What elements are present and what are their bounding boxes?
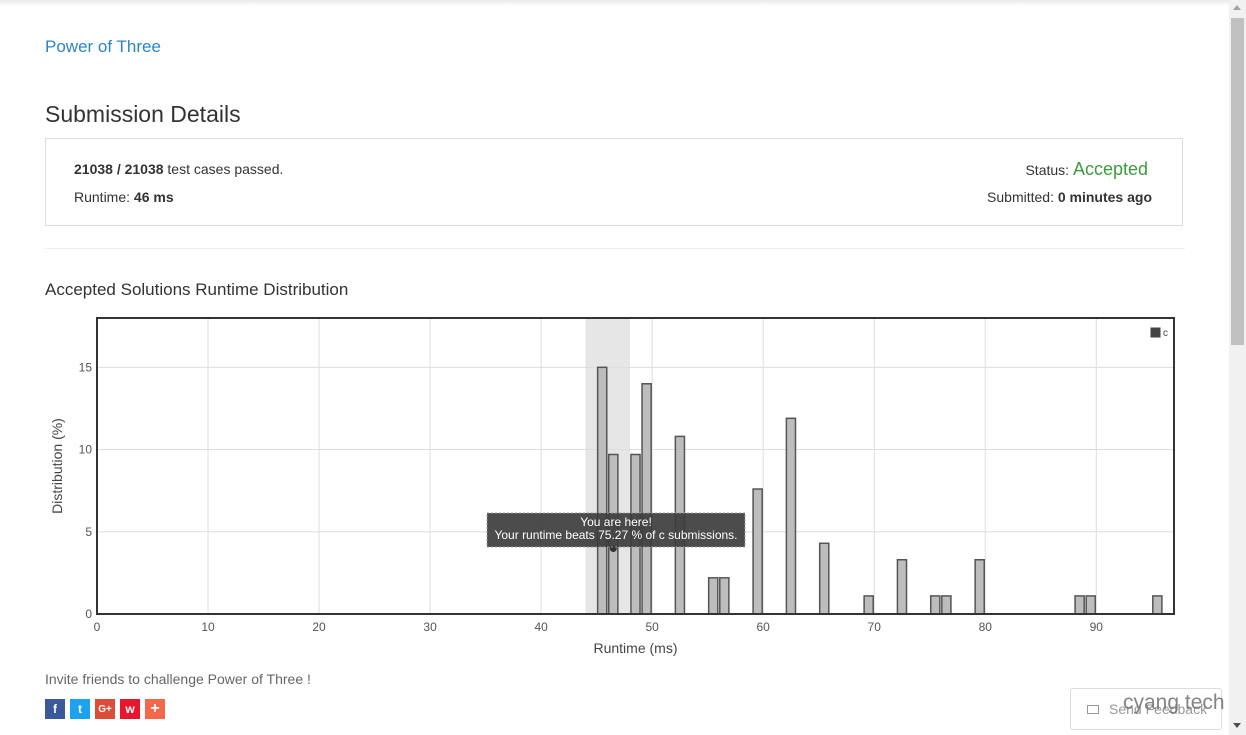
twitter-share-button[interactable]: t [70,699,90,719]
y-tick-label: 15 [79,360,93,374]
status-label: Status: [1025,162,1073,178]
scroll-up-arrow-icon[interactable] [1233,5,1241,10]
runtime-value: 46 ms [133,189,174,205]
bar [974,558,985,615]
x-tick-label: 0 [94,620,101,634]
status-badge: Accepted [1072,159,1148,179]
bar [785,417,797,615]
send-feedback-button[interactable]: Send Feedback [1070,688,1222,730]
divider [45,248,1185,249]
plot-border [96,317,1175,615]
x-tick-label: 90 [1090,620,1104,634]
facebook-share-button[interactable]: f [45,699,65,719]
chart-heading: Accepted Solutions Runtime Distribution [45,280,349,299]
tooltip-line-2: Your runtime beats 75.27 % of c submissi… [494,528,737,542]
vertical-scrollbar[interactable] [1229,0,1246,735]
test-cases-count: 21038 / 21038 [74,161,164,177]
status-row: Status: Accepted [1025,159,1148,180]
y-axis-label: Distribution (%) [49,418,65,514]
send-feedback-label: Send Feedback [1109,701,1208,717]
legend-label: c [1163,328,1168,339]
x-axis-label: Runtime (ms) [593,640,677,656]
x-tick-label: 40 [534,620,548,634]
runtime-row: Runtime: 46 ms [74,189,174,205]
x-tick-label: 50 [645,620,659,634]
y-tick-label: 10 [79,443,93,457]
y-tick-label: 5 [85,525,92,539]
tooltip-line-1: You are here! [580,515,652,529]
scroll-down-arrow-icon[interactable] [1233,723,1241,728]
x-tick-label: 20 [312,620,326,634]
test-cases-row: 21038 / 21038 test cases passed. [74,161,283,177]
bar [707,577,719,615]
bar [863,595,874,615]
legend-swatch [1149,326,1162,339]
tooltip-box [486,512,746,548]
x-tick-label: 80 [979,620,993,634]
bar [941,595,952,615]
x-tick-label: 30 [423,620,437,634]
google-plus-share-button[interactable]: G+ [95,699,115,719]
submitted-label: Submitted: [987,189,1058,205]
bar [752,488,763,615]
x-tick-label: 10 [201,620,215,634]
y-tick-label: 0 [85,607,92,621]
bar [1085,595,1097,615]
bar [1152,595,1163,615]
mail-icon [1087,704,1099,714]
bar [719,577,730,615]
page-title: Submission Details [45,101,241,127]
watermark: cyang tech [1123,691,1225,714]
problem-title-link[interactable]: Power of Three [45,37,161,56]
runtime-label: Runtime: [74,189,134,205]
highlight-band [585,318,630,614]
bar [596,366,608,615]
weibo-share-button[interactable]: w [120,699,140,719]
runtime-distribution-chart: 0 10 20 30 40 50 60 70 80 90 0 5 10 15 Runtime (ms) Dis… [49,317,1175,656]
bar [896,558,908,615]
more-share-button[interactable]: + [145,699,165,719]
x-tick-label: 70 [868,620,882,634]
submitted-row: Submitted: 0 minutes ago [987,189,1152,205]
test-cases-suffix: test cases passed. [163,161,284,177]
bar [818,542,830,615]
invite-text: Invite friends to challenge Power of Thr… [45,671,311,687]
submitted-value: 0 minutes ago [1057,189,1152,205]
x-tick-label: 60 [757,620,771,634]
submission-details-panel: 21038 / 21038 test cases passed. Runtime… [45,138,1183,226]
bar [929,595,941,615]
share-buttons: f t G+ w + [45,699,165,719]
bar [641,383,652,615]
bar [1074,595,1085,615]
top-shadow [0,0,1229,6]
scrollbar-thumb[interactable] [1231,18,1244,345]
